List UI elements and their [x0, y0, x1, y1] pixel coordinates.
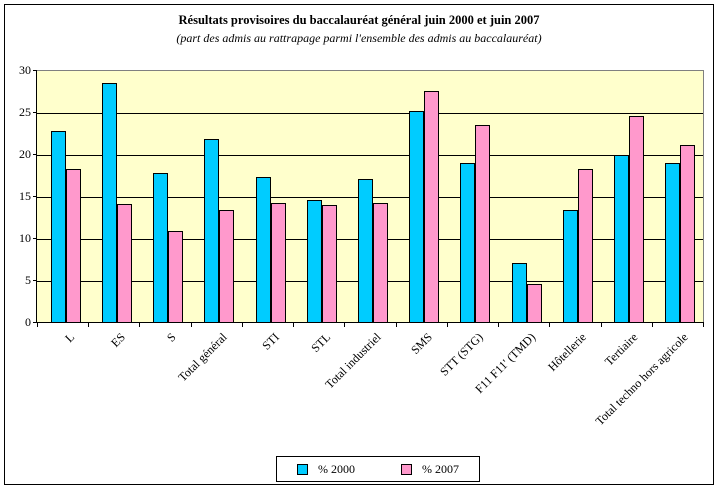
bar-2007-s [168, 231, 183, 323]
bar-2007-stl [322, 205, 337, 323]
x-axis-tick [652, 323, 653, 327]
bar-2007-l [66, 169, 81, 323]
bar-2000-l [51, 131, 66, 323]
bar-2007-es [117, 204, 132, 323]
bar-2000-total-techno-hors-agricole [665, 163, 680, 323]
y-tick-label: 25 [19, 105, 31, 119]
bar-2007-tertiaire [629, 116, 644, 323]
bar-2000-sms [409, 111, 424, 323]
x-axis-tick [139, 323, 140, 327]
bar-2007-f11-f11-tmd- [527, 284, 542, 323]
bar-2007-total-techno-hors-agricole [680, 145, 695, 323]
x-axis-tick [88, 323, 89, 327]
x-axis-tick [703, 323, 704, 327]
legend-item: % 2007 [401, 462, 459, 477]
y-tick-label: 15 [19, 189, 31, 203]
legend-swatch-icon [297, 463, 308, 475]
bar-2000-h-tellerie [563, 210, 578, 323]
x-axis-tick [344, 323, 345, 327]
bar-2007-sti [271, 203, 286, 323]
x-axis-tick [242, 323, 243, 327]
x-axis-tick [447, 323, 448, 327]
legend: % 2000 % 2007 [276, 456, 480, 482]
bar-2000-sti [256, 177, 271, 323]
bar-2000-total-industriel [358, 179, 373, 323]
bar-2007-total-industriel [373, 203, 388, 323]
y-tick-label: 20 [19, 147, 31, 161]
bar-2000-s [153, 173, 168, 323]
chart-subtitle: (part des admis au rattrapage parmi l'en… [176, 31, 542, 45]
gridline [37, 155, 703, 156]
bar-2000-es [102, 83, 117, 323]
bar-2000-f11-f11-tmd- [512, 263, 527, 323]
bar-2000-stl [307, 200, 322, 323]
x-axis-tick [191, 323, 192, 327]
y-tick-label: 10 [19, 231, 31, 245]
y-axis-tick [33, 238, 37, 239]
bar-2000-tertiaire [614, 155, 629, 323]
x-axis-tick [396, 323, 397, 327]
y-tick-label: 5 [25, 273, 31, 287]
gridline [37, 113, 703, 114]
y-axis-tick [33, 154, 37, 155]
y-axis-tick [33, 112, 37, 113]
y-tick-label: 0 [25, 315, 31, 329]
x-axis-line [33, 322, 704, 323]
y-axis-tick [33, 322, 37, 323]
x-axis-tick [549, 323, 550, 327]
legend-swatch-icon [401, 463, 412, 475]
bar-2000-total-g-n-ral [204, 139, 219, 323]
x-axis-tick [601, 323, 602, 327]
y-axis-tick [33, 70, 37, 71]
x-axis-tick [37, 323, 38, 327]
x-axis-tick [498, 323, 499, 327]
bar-2007-sms [424, 91, 439, 323]
y-tick-label: 30 [19, 63, 31, 77]
bar-2007-h-tellerie [578, 169, 593, 323]
y-axis-tick [33, 280, 37, 281]
chart-title: Résultats provisoires du baccalauréat gé… [178, 13, 540, 27]
y-axis-tick [33, 196, 37, 197]
bar-2007-total-g-n-ral [219, 210, 234, 323]
bar-2007-stt-stg- [475, 125, 490, 323]
legend-label: % 2000 [318, 461, 355, 476]
legend-label: % 2007 [422, 461, 459, 476]
legend-item: % 2000 [297, 462, 355, 477]
x-axis-tick [293, 323, 294, 327]
plot-area [37, 70, 704, 323]
bar-2000-stt-stg- [460, 163, 475, 323]
